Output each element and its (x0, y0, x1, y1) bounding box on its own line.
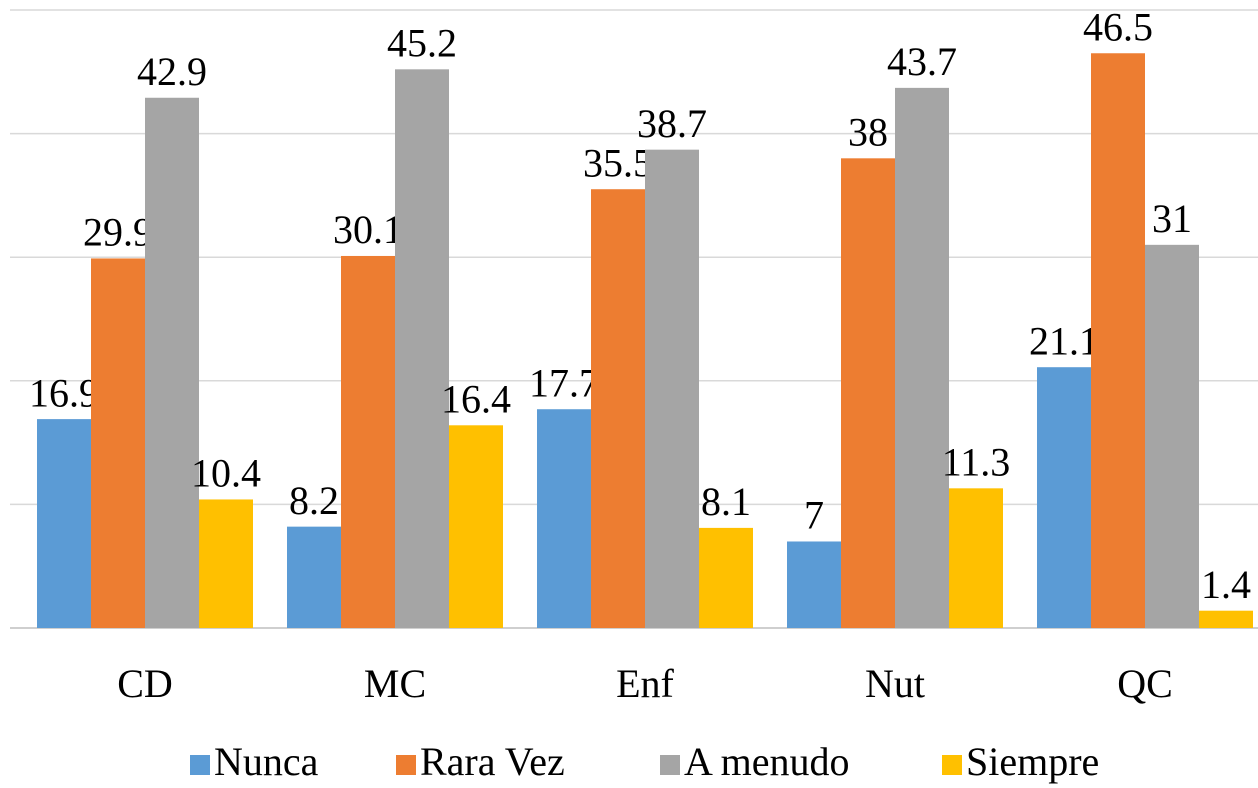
x-tick-label: Nut (865, 661, 925, 706)
legend-label: Siempre (966, 739, 1099, 784)
data-label: 31 (1152, 196, 1192, 241)
bar (287, 526, 341, 628)
bar (199, 499, 253, 628)
bar (37, 419, 91, 628)
legend-swatch (190, 755, 210, 775)
data-label: 35.5 (583, 140, 653, 185)
bar (395, 69, 449, 628)
bar (1199, 610, 1253, 628)
data-label: 43.7 (887, 39, 957, 84)
x-tick-label: QC (1117, 661, 1173, 706)
data-label: 8.2 (289, 478, 339, 523)
bar (1037, 367, 1091, 628)
data-label: 7 (804, 493, 824, 538)
legend-swatch (396, 755, 416, 775)
data-label: 8.1 (701, 479, 751, 524)
x-tick-label: MC (364, 661, 426, 706)
bar (645, 149, 699, 628)
legend-swatch (942, 755, 962, 775)
bar (449, 425, 503, 628)
data-label: 38 (848, 109, 888, 154)
bar (91, 258, 145, 628)
data-label: 21.1 (1029, 318, 1099, 363)
bar (341, 255, 395, 629)
x-tick-label: CD (117, 661, 173, 706)
data-label: 10.4 (191, 451, 261, 496)
bar (537, 409, 591, 628)
bar (591, 189, 645, 628)
bar (1145, 244, 1199, 628)
data-label: 42.9 (137, 49, 207, 94)
bar (949, 488, 1003, 628)
x-tick-label: Enf (616, 661, 674, 706)
data-label: 17.7 (529, 360, 599, 405)
data-label: 30.1 (333, 207, 403, 252)
bar (895, 87, 949, 629)
data-label: 46.5 (1083, 4, 1153, 49)
data-label: 1.4 (1201, 562, 1251, 607)
legend-label: Rara Vez (420, 739, 565, 784)
bar (841, 158, 895, 628)
data-label: 11.3 (942, 440, 1011, 485)
legend-label: A menudo (684, 739, 850, 784)
bar (787, 541, 841, 628)
data-label: 45.2 (387, 20, 457, 65)
data-label: 16.9 (29, 370, 99, 415)
data-label: 29.9 (83, 210, 153, 255)
legend-swatch (660, 755, 680, 775)
legend-label: Nunca (214, 739, 319, 784)
bar (145, 97, 199, 629)
data-label: 38.7 (637, 101, 707, 146)
bar (1091, 53, 1145, 628)
data-label: 16.4 (441, 376, 511, 421)
bar (699, 527, 753, 628)
